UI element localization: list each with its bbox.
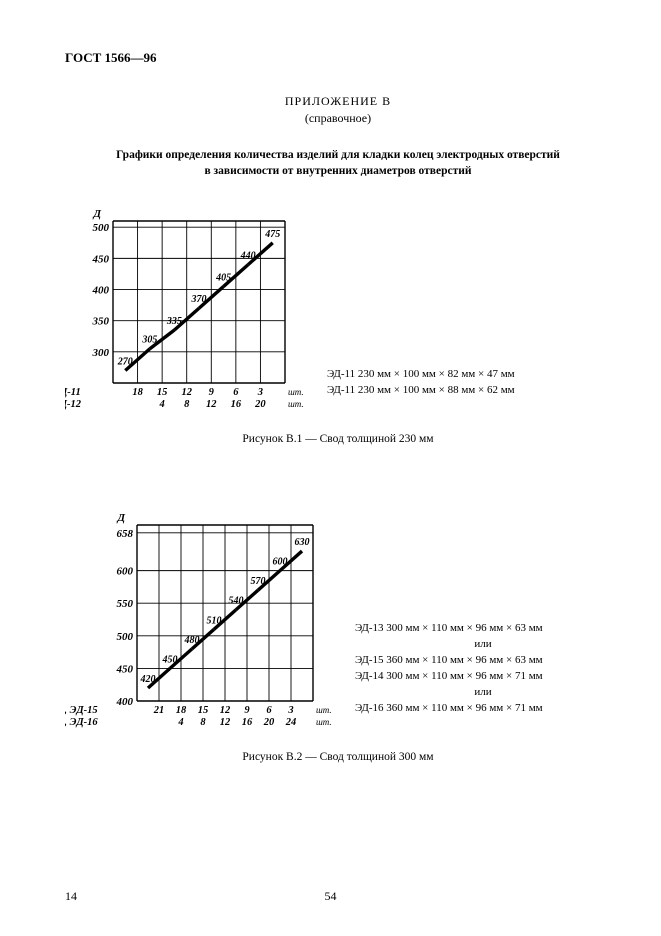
svg-text:450: 450 (92, 253, 110, 265)
legend-line: ЭД-16 360 мм × 110 мм × 96 мм × 71 мм (355, 701, 611, 717)
svg-text:3: 3 (257, 387, 263, 398)
svg-text:24: 24 (285, 717, 297, 728)
svg-text:15: 15 (157, 387, 168, 398)
figure-1-caption: Рисунок В.1 — Свод толщиной 230 мм (65, 433, 611, 445)
svg-text:6: 6 (266, 705, 272, 716)
svg-text:600: 600 (117, 566, 134, 578)
svg-text:300: 300 (92, 347, 110, 359)
figure-2-block: 658600550500450400Д420450480510540570600… (65, 509, 611, 763)
svg-text:600: 600 (273, 557, 288, 568)
figure-1-block: 500 450 400 350 300 Д 270 305 335 370 405 440 475 ЭД-… (65, 205, 611, 445)
svg-text:335: 335 (166, 316, 182, 327)
svg-text:ЭД-12: ЭД-12 (65, 399, 82, 410)
svg-text:6: 6 (233, 387, 239, 398)
document-header: ГОСТ 1566—96 (65, 50, 611, 66)
svg-text:21: 21 (153, 705, 165, 716)
svg-text:570: 570 (251, 576, 266, 587)
appendix-title: ПРИЛОЖЕНИЕ В (65, 94, 611, 109)
figure-2-chart: 658600550500450400Д420450480510540570600… (65, 509, 333, 735)
svg-text:400: 400 (116, 696, 134, 708)
legend-line: ЭД-15 360 мм × 110 мм × 96 мм × 63 мм (355, 653, 611, 669)
svg-text:4: 4 (159, 399, 165, 410)
svg-text:Д: Д (92, 208, 101, 220)
svg-text:шт.: шт. (316, 717, 332, 727)
svg-text:20: 20 (263, 717, 275, 728)
legend-line: ЭД-13 300 мм × 110 мм × 96 мм × 63 мм (355, 621, 611, 637)
svg-text:510: 510 (207, 615, 222, 626)
svg-text:12: 12 (220, 705, 231, 716)
section-title-line1: Графики определения количества изделий д… (116, 149, 560, 161)
svg-text:Д: Д (116, 512, 125, 524)
svg-text:шт.: шт. (316, 705, 332, 715)
legend-or: или (355, 685, 611, 701)
svg-text:8: 8 (200, 717, 206, 728)
svg-text:12: 12 (206, 399, 217, 410)
figure-1-chart: 500 450 400 350 300 Д 270 305 335 370 405 440 475 ЭД-… (65, 205, 305, 417)
svg-text:3: 3 (287, 705, 293, 716)
svg-text:20: 20 (254, 399, 266, 410)
svg-text:500: 500 (93, 222, 110, 234)
svg-text:8: 8 (184, 399, 190, 410)
page-number-center: 54 (0, 889, 661, 904)
svg-text:18: 18 (132, 387, 143, 398)
svg-text:18: 18 (176, 705, 187, 716)
figure-2-legend: ЭД-13 300 мм × 110 мм × 96 мм × 63 мм ил… (355, 621, 611, 735)
svg-text:270: 270 (117, 357, 133, 368)
svg-text:9: 9 (244, 705, 250, 716)
svg-text:4: 4 (177, 717, 183, 728)
section-title: Графики определения количества изделий д… (65, 148, 611, 179)
svg-text:658: 658 (117, 528, 134, 540)
svg-text:540: 540 (229, 596, 244, 607)
appendix-subtitle: (справочное) (65, 111, 611, 126)
svg-text:шт.: шт. (288, 387, 304, 397)
svg-text:ЭД-11: ЭД-11 (65, 387, 81, 398)
figure-2-caption: Рисунок В.2 — Свод толщиной 300 мм (65, 751, 611, 763)
svg-text:630: 630 (295, 537, 310, 548)
svg-text:ЭД-13, ЭД-15: ЭД-13, ЭД-15 (65, 705, 98, 716)
legend-or: или (355, 637, 611, 653)
svg-text:400: 400 (92, 285, 110, 297)
svg-text:370: 370 (191, 294, 207, 305)
section-title-line2: в зависимости от внутренних диаметров от… (204, 165, 471, 177)
svg-text:16: 16 (242, 717, 253, 728)
svg-text:420: 420 (140, 674, 156, 685)
svg-text:440: 440 (240, 251, 256, 262)
svg-text:475: 475 (264, 229, 280, 240)
figure-1-legend: ЭД-11 230 мм × 100 мм × 82 мм × 47 мм ЭД… (327, 367, 611, 417)
svg-text:500: 500 (117, 631, 134, 643)
svg-text:550: 550 (117, 598, 134, 610)
svg-text:450: 450 (162, 654, 178, 665)
svg-text:16: 16 (231, 399, 242, 410)
svg-text:12: 12 (181, 387, 192, 398)
legend-line: ЭД-11 230 мм × 100 мм × 88 мм × 62 мм (327, 383, 611, 399)
legend-line: ЭД-11 230 мм × 100 мм × 82 мм × 47 мм (327, 367, 611, 383)
svg-text:шт.: шт. (288, 399, 304, 409)
svg-text:480: 480 (184, 635, 200, 646)
svg-text:405: 405 (215, 272, 231, 283)
svg-text:350: 350 (92, 316, 110, 328)
svg-text:305: 305 (141, 335, 157, 346)
svg-text:15: 15 (198, 705, 209, 716)
svg-text:450: 450 (116, 663, 134, 675)
legend-line: ЭД-14 300 мм × 110 мм × 96 мм × 71 мм (355, 669, 611, 685)
svg-text:ЭД-14, ЭД-16: ЭД-14, ЭД-16 (65, 717, 98, 728)
svg-text:12: 12 (220, 717, 231, 728)
svg-text:9: 9 (209, 387, 215, 398)
